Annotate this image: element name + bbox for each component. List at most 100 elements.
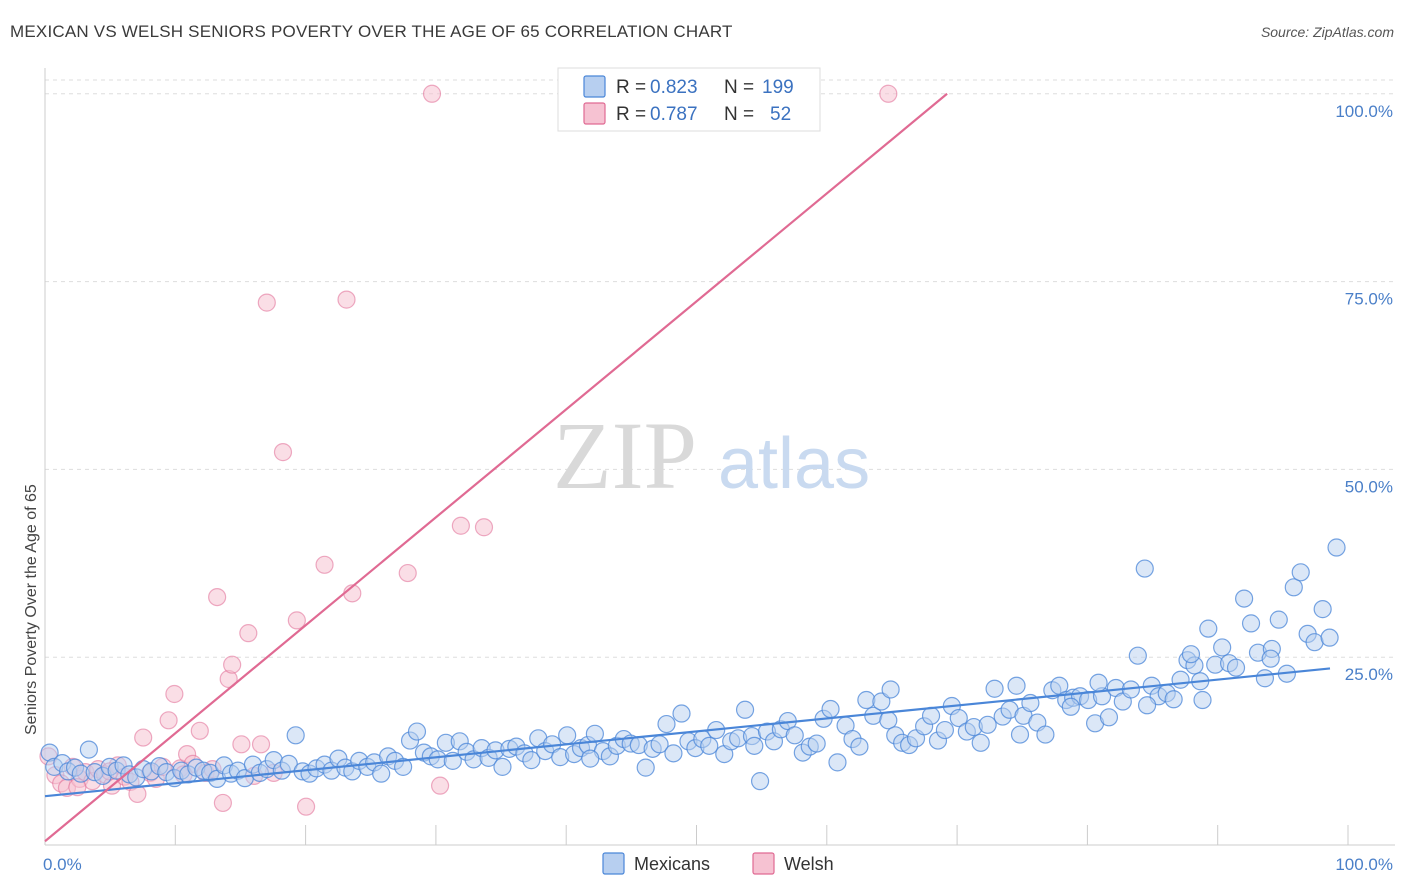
welsh-point <box>159 711 178 730</box>
mexicans-point <box>1164 690 1183 709</box>
mexicans-point <box>1036 725 1055 744</box>
mexicans-point <box>394 757 413 776</box>
mexicans-point <box>850 737 869 756</box>
mexicans-point <box>372 764 391 783</box>
trend-lines <box>44 92 1331 843</box>
legend-n-label-welsh: N = <box>724 104 754 125</box>
mexicans-trend-line <box>44 667 1331 798</box>
mexicans-point <box>585 724 604 743</box>
welsh-point <box>451 516 470 535</box>
legend-r-value-welsh: 0.787 <box>650 104 698 125</box>
mexicans-point <box>1261 649 1280 668</box>
mexicans-point <box>857 690 876 710</box>
mexicans-point <box>1181 645 1201 664</box>
welsh-point <box>239 624 258 643</box>
mexicans-point <box>407 722 427 741</box>
x-tick-label-0: 0.0% <box>43 855 82 874</box>
welsh-point <box>232 735 251 754</box>
mexicans-point <box>735 700 755 719</box>
mexicans-point <box>636 758 655 777</box>
welsh-point <box>208 587 227 607</box>
y-tick-label-3: 100.0% <box>1335 102 1393 121</box>
mexicans-point <box>1135 559 1154 578</box>
mexicans-point <box>785 726 804 745</box>
tick-labels: 25.0% 50.0% 75.0% 100.0% 0.0% 100.0% <box>43 102 1393 874</box>
mexicans-point <box>1327 538 1346 557</box>
mexicans-point <box>664 744 683 763</box>
welsh-point <box>296 797 316 816</box>
mexicans-point <box>581 749 600 768</box>
mexicans-point <box>1305 633 1324 652</box>
mexicans-point <box>1291 563 1310 582</box>
mexicans-point <box>1199 619 1218 638</box>
mexicans-point <box>1226 658 1246 677</box>
watermark: ZIP atlas <box>553 402 870 509</box>
welsh-point <box>190 721 209 740</box>
mexicans-point <box>1320 628 1339 647</box>
mexicans-point <box>879 711 898 730</box>
welsh-point <box>223 655 242 674</box>
welsh-point <box>213 793 233 813</box>
welsh-point <box>474 518 494 537</box>
welsh-point <box>273 443 293 462</box>
welsh-point <box>422 84 442 103</box>
mexicans-point <box>828 753 847 772</box>
welsh-point <box>134 728 153 747</box>
mexicans-point <box>1193 690 1212 710</box>
mexicans-point <box>1269 610 1288 629</box>
source-attribution: Source: ZipAtlas.com <box>1261 24 1394 40</box>
welsh-point <box>879 84 898 103</box>
mexicans-point <box>672 704 691 723</box>
mexicans-point <box>286 726 305 745</box>
chart-title: MEXICAN VS WELSH SENIORS POVERTY OVER TH… <box>10 22 733 41</box>
mexicans-points <box>40 538 1346 791</box>
welsh-point <box>165 684 184 704</box>
y-axis-label: Seniors Poverty Over the Age of 65 <box>23 484 40 735</box>
y-tick-label-1: 50.0% <box>1345 477 1393 496</box>
source-label: Source: <box>1260 24 1310 40</box>
mexicans-point <box>1137 696 1157 715</box>
mexicans-point <box>921 706 941 725</box>
mexicans-point <box>1213 638 1232 657</box>
watermark-atlas: atlas <box>718 424 870 504</box>
welsh-point <box>337 290 356 309</box>
y-tick-label-2: 75.0% <box>1345 290 1393 309</box>
mexicans-point <box>872 692 891 711</box>
welsh-point <box>287 611 306 630</box>
mexicans-point <box>558 726 577 745</box>
legend-swatch-welsh <box>583 102 606 125</box>
mexicans-point <box>79 740 98 759</box>
welsh-point <box>430 776 450 795</box>
legend-n-value-welsh: 52 <box>770 104 791 125</box>
mexicans-point <box>1007 676 1026 695</box>
welsh-point <box>315 555 334 574</box>
stats-legend: R = 0.823 N = 199 R = 0.787 N = 52 <box>557 67 821 132</box>
mexicans-point <box>428 750 447 769</box>
mexicans-point <box>1255 669 1275 688</box>
mexicans-point <box>971 733 990 752</box>
legend-r-value-mexicans: 0.823 <box>650 77 698 98</box>
mexicans-point <box>1235 589 1254 608</box>
bottom-legend-label-mexicans: Mexicans <box>634 854 710 874</box>
mexicans-point <box>745 736 764 755</box>
mexicans-point <box>881 680 900 699</box>
mexicans-point <box>1313 600 1332 619</box>
x-tick-label-1: 100.0% <box>1335 855 1393 874</box>
mexicans-point <box>821 699 840 719</box>
mexicans-point <box>1284 578 1303 597</box>
mexicans-point <box>807 734 826 753</box>
mexicans-point <box>935 720 955 740</box>
legend-r-label-welsh: R = <box>616 104 646 125</box>
mexicans-point <box>493 757 512 776</box>
mexicans-point <box>1128 646 1147 665</box>
source-link[interactable]: ZipAtlas.com <box>1313 24 1394 40</box>
mexicans-point <box>985 679 1004 698</box>
mexicans-point <box>700 736 719 755</box>
watermark-zip: ZIP <box>553 402 697 509</box>
mexicans-point <box>750 772 770 791</box>
welsh-point <box>257 293 276 312</box>
series-legend: Mexicans Welsh <box>602 852 834 875</box>
axes <box>44 68 1395 846</box>
legend-n-label-mexicans: N = <box>724 77 754 98</box>
